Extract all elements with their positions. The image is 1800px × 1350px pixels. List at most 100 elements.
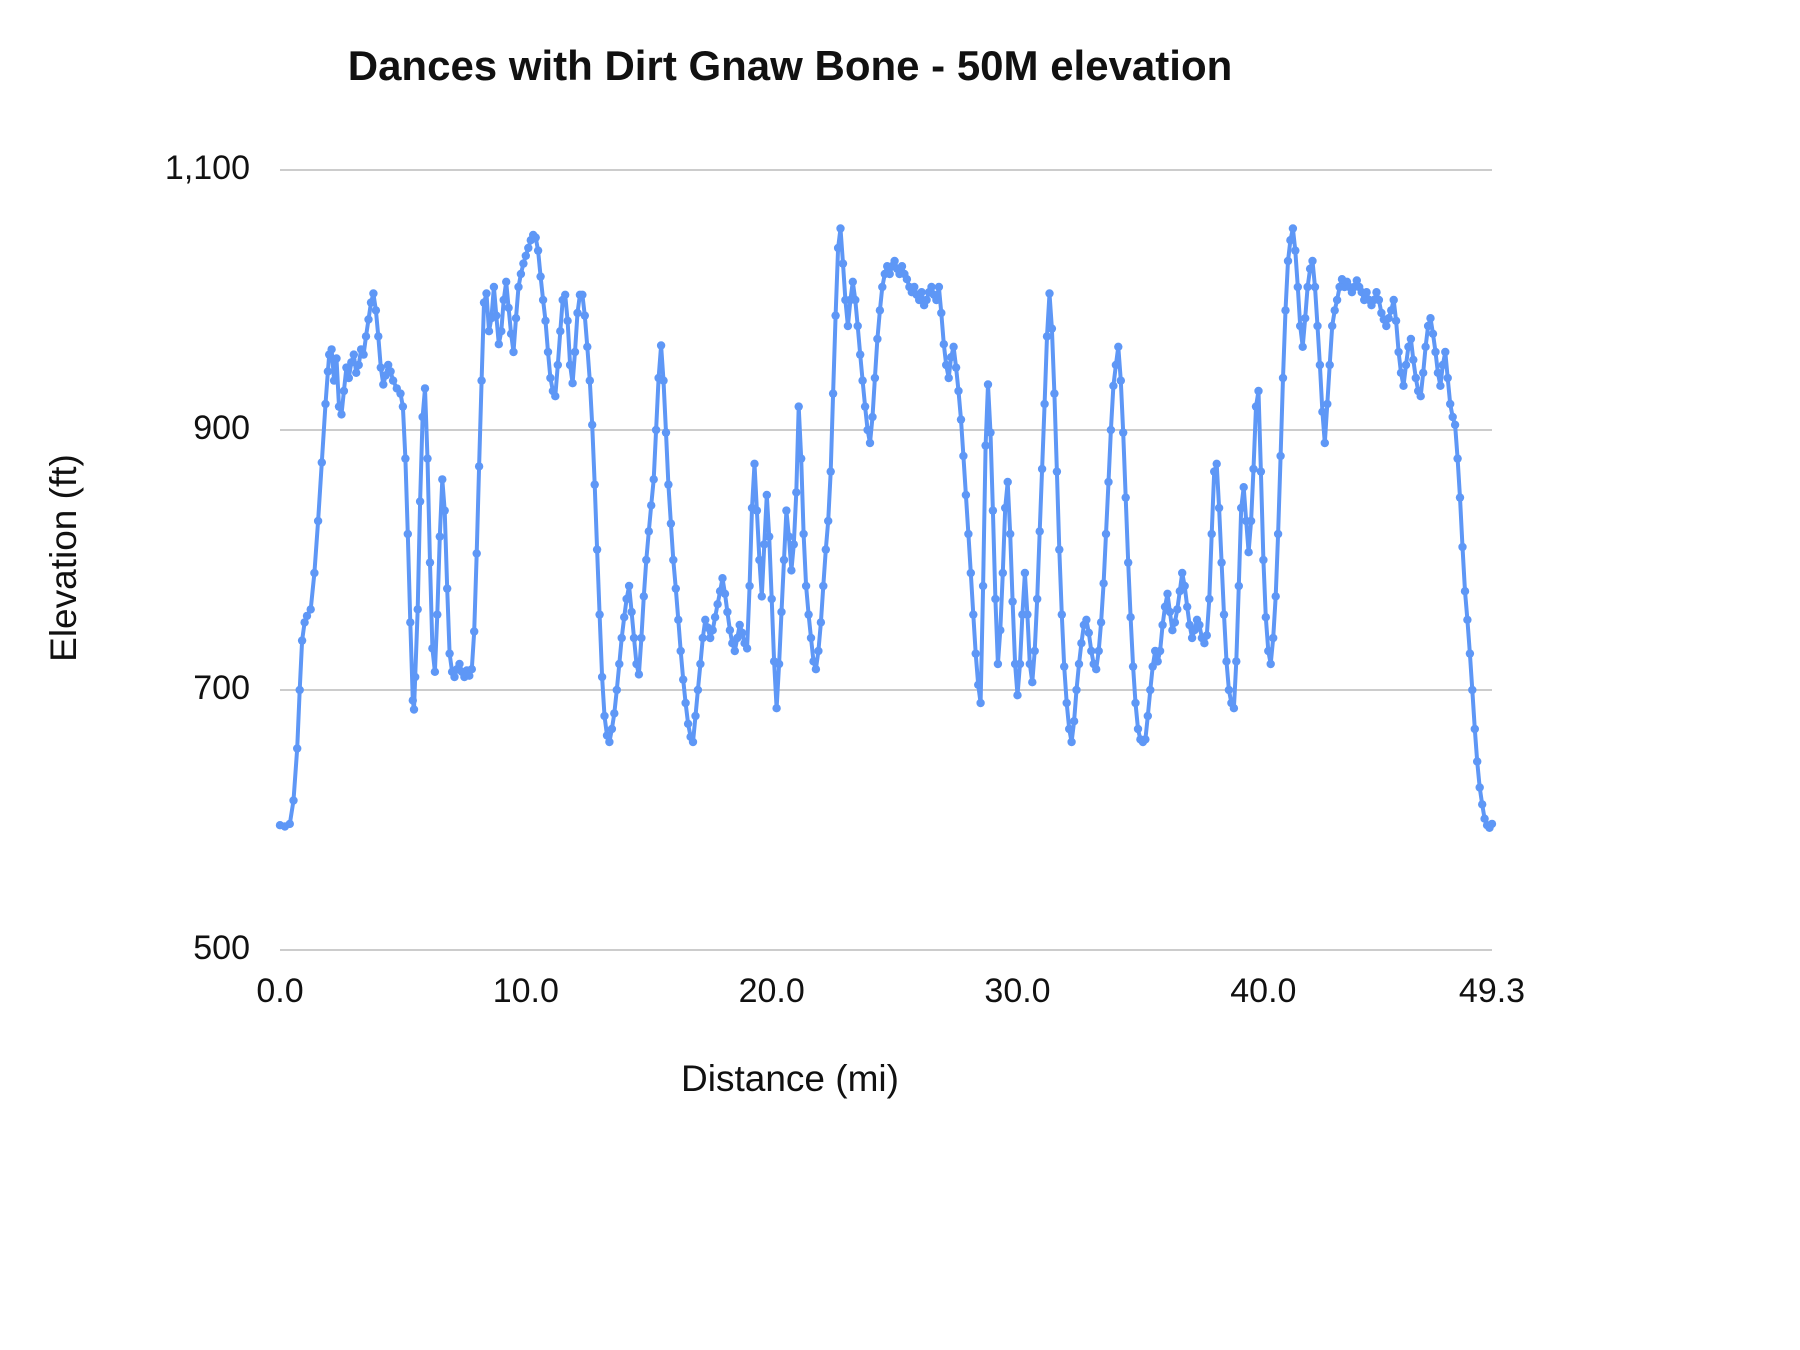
data-point-marker (637, 633, 646, 643)
data-point-marker (524, 243, 533, 253)
data-point-marker (289, 796, 298, 805)
data-point-marker (757, 592, 766, 601)
data-point-marker (986, 428, 995, 437)
data-point-marker (509, 347, 518, 357)
data-point-marker (1057, 610, 1067, 619)
data-point-marker (1077, 639, 1086, 648)
data-point-marker (551, 392, 560, 401)
data-point-marker (361, 332, 371, 341)
data-point-marker (1475, 783, 1484, 792)
data-point-marker (489, 282, 499, 292)
data-point-marker (1468, 685, 1477, 695)
data-point-marker (856, 350, 865, 359)
data-point-marker (639, 592, 648, 601)
data-point-marker (910, 282, 919, 292)
data-point-marker (374, 332, 383, 341)
data-point-marker (583, 342, 592, 351)
data-point-marker (1374, 295, 1384, 305)
data-point-marker (376, 363, 385, 372)
data-point-marker (580, 311, 589, 320)
data-point-marker (801, 581, 811, 591)
data-point-marker (819, 581, 828, 591)
data-point-marker (804, 610, 813, 619)
data-point-marker (1438, 360, 1448, 370)
data-point-marker (1155, 646, 1165, 656)
data-point-marker (1458, 542, 1467, 552)
data-point-marker (1013, 691, 1022, 700)
data-point-marker (1082, 615, 1091, 624)
data-point-marker (602, 731, 612, 740)
data-point-marker (942, 360, 951, 370)
data-point-marker (974, 680, 983, 689)
data-point-marker (472, 549, 481, 558)
data-point-marker (1325, 360, 1334, 370)
x-tick-label: 49.3 (1458, 972, 1526, 1010)
data-point-marker (1210, 467, 1219, 476)
data-point-marker (1119, 428, 1128, 437)
data-point-marker (1131, 698, 1140, 708)
data-point-marker (1229, 704, 1239, 713)
data-point-marker (418, 412, 427, 422)
data-point-marker (313, 516, 323, 526)
data-point-marker (865, 438, 875, 448)
data-point-marker (1187, 633, 1197, 643)
data-point-marker (831, 311, 840, 320)
data-point-marker (814, 646, 823, 656)
data-point-marker (521, 251, 530, 260)
data-point-marker (354, 360, 363, 370)
data-point-marker (474, 462, 484, 471)
data-point-marker (470, 627, 479, 636)
data-point-marker (1431, 347, 1440, 357)
data-point-marker (1256, 467, 1266, 476)
data-point-marker (1401, 360, 1411, 370)
data-point-marker (1330, 306, 1339, 315)
data-point-marker (1020, 568, 1030, 578)
data-point-marker (679, 675, 688, 684)
data-point-marker (327, 345, 336, 354)
data-point-marker (511, 314, 521, 323)
data-point-marker (1382, 321, 1391, 331)
data-point-marker (1372, 288, 1381, 297)
data-point-marker (371, 306, 381, 315)
data-point-marker (409, 705, 419, 714)
data-point-marker (1116, 376, 1126, 385)
data-point-marker (406, 618, 415, 627)
data-point-marker (1421, 342, 1430, 351)
data-point-marker (339, 386, 349, 396)
data-point-marker (720, 589, 730, 598)
data-point-marker (964, 529, 973, 539)
data-point-marker (1072, 685, 1081, 695)
data-point-marker (851, 295, 860, 305)
data-point-marker (1320, 438, 1330, 448)
data-point-marker (364, 315, 373, 324)
data-point-marker (1384, 314, 1393, 323)
data-point-marker (1399, 381, 1408, 390)
data-point-marker (966, 568, 975, 578)
data-point-marker (976, 698, 985, 708)
data-point-marker (870, 373, 880, 383)
data-point-marker (398, 402, 408, 411)
data-point-marker (1158, 620, 1167, 630)
data-point-marker (607, 724, 617, 734)
data-point-marker (435, 532, 444, 541)
data-point-marker (838, 259, 848, 268)
data-point-marker (482, 289, 491, 298)
data-point-marker (546, 373, 555, 383)
data-point-marker (1296, 321, 1305, 331)
data-point-marker (1052, 467, 1062, 476)
data-point-marker (1264, 646, 1273, 656)
data-point-marker (384, 360, 393, 370)
data-point-marker (981, 441, 990, 450)
data-point-marker (922, 295, 931, 305)
data-point-marker (1168, 626, 1177, 635)
data-point-marker (951, 363, 961, 372)
data-point-marker (1455, 493, 1465, 502)
data-point-marker (323, 367, 333, 376)
data-point-marker (996, 626, 1005, 635)
data-point-marker (1153, 657, 1162, 666)
data-point-marker (408, 696, 417, 705)
data-point-marker (809, 657, 818, 666)
data-point-marker (455, 659, 464, 669)
data-point-marker (885, 269, 894, 279)
data-point-marker (772, 704, 781, 713)
